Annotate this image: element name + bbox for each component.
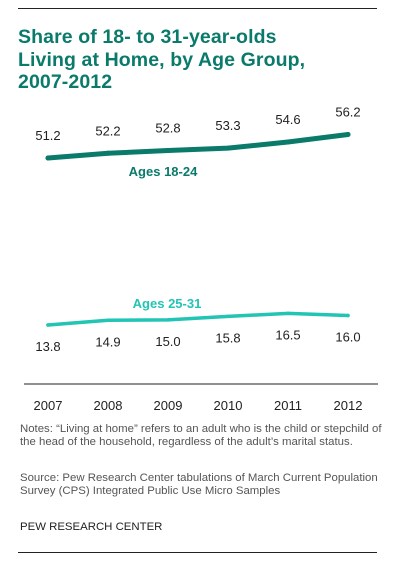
data-label: 53.3: [215, 118, 240, 133]
data-point: [225, 145, 231, 151]
series-label: Ages 18-24: [129, 164, 198, 179]
top-rule: [18, 8, 377, 9]
x-tick-label: 2007: [34, 398, 63, 413]
data-point: [166, 318, 170, 322]
data-label: 16.5: [275, 327, 300, 342]
data-label: 56.2: [335, 105, 360, 120]
chart-notes: Notes: “Living at home” refers to an adu…: [20, 423, 382, 448]
data-point: [165, 147, 171, 153]
data-point: [46, 323, 50, 327]
data-point: [45, 155, 51, 161]
x-tick-label: 2010: [214, 398, 243, 413]
data-point: [226, 314, 230, 319]
data-label: 16.0: [335, 330, 360, 345]
data-point: [285, 139, 291, 145]
chart-source: Source: Pew Research Center tabulations …: [20, 472, 378, 497]
data-label: 13.8: [35, 339, 60, 354]
data-point: [345, 132, 351, 137]
data-label: 52.8: [155, 120, 180, 135]
series-line-ages-25-31: [46, 311, 350, 327]
data-label: 52.2: [95, 123, 120, 138]
data-label: 15.0: [155, 334, 180, 349]
series-line-ages-18-24: [45, 132, 351, 161]
organization-name: PEW RESEARCH CENTER: [20, 521, 163, 533]
series-label: Ages 25-31: [133, 296, 202, 311]
data-point: [105, 150, 111, 156]
x-tick-label: 2011: [274, 398, 302, 413]
data-point: [286, 311, 290, 316]
x-tick-label: 2008: [94, 398, 123, 413]
chart-title: Share of 18- to 31-year-olds Living at H…: [18, 26, 306, 93]
data-label: 14.9: [95, 334, 120, 349]
x-tick-label: 2012: [334, 398, 363, 413]
x-tick-label: 2009: [154, 398, 183, 413]
data-label: 15.8: [215, 330, 240, 345]
data-label: 51.2: [35, 128, 60, 143]
bottom-rule: [18, 552, 377, 553]
data-point: [346, 313, 350, 318]
data-label: 54.6: [275, 112, 300, 127]
data-point: [106, 318, 110, 323]
